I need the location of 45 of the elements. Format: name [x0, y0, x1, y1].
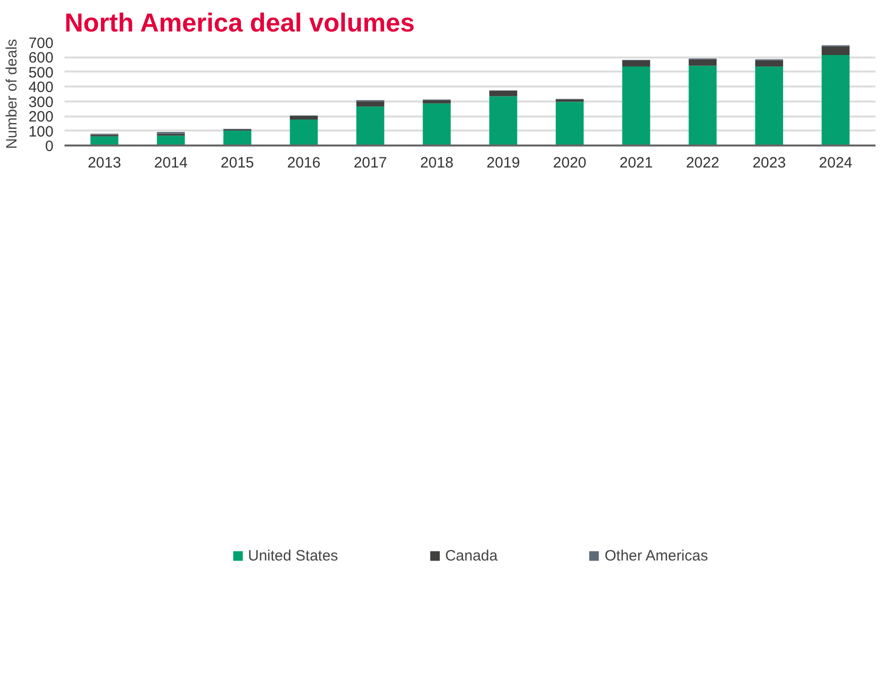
x-tick-label: 2015	[220, 154, 254, 172]
y-tick-label: 600	[28, 50, 54, 67]
x-tick-label: 2013	[88, 154, 122, 172]
y-tick-label: 500	[28, 64, 54, 82]
bar	[822, 46, 850, 56]
y-tick-label: 100	[28, 123, 54, 140]
y-tick-label: 0	[45, 138, 54, 155]
x-tick-label: 2014	[154, 154, 188, 172]
bar	[422, 103, 451, 146]
x-tick-label: 2018	[420, 154, 454, 172]
bar	[356, 101, 384, 107]
legend-label: Canada	[445, 547, 498, 564]
bar	[422, 100, 451, 104]
legend-label: Other Americas	[604, 547, 708, 564]
x-tick-label: 2020	[553, 154, 586, 172]
bar	[489, 96, 518, 146]
bar	[356, 106, 384, 146]
y-tick-label: 200	[28, 108, 54, 126]
bar	[688, 66, 717, 146]
x-tick-label: 2022	[686, 154, 720, 172]
bar	[489, 91, 518, 96]
bar	[688, 59, 717, 66]
bar	[223, 130, 252, 146]
bar	[290, 116, 318, 120]
bar	[290, 119, 318, 146]
bar	[556, 99, 584, 102]
y-tick-label: 700	[28, 35, 54, 52]
x-tick-label: 2017	[354, 154, 387, 172]
x-tick-label: 2016	[287, 154, 320, 172]
x-tick-label: 2024	[818, 154, 852, 172]
x-tick-label: 2019	[486, 154, 520, 172]
y-tick-label: 300	[28, 94, 54, 111]
x-tick-label: 2023	[752, 154, 786, 172]
y-tick-label: 400	[28, 79, 54, 96]
bar	[156, 136, 185, 146]
bar	[755, 60, 784, 67]
bar	[755, 66, 784, 146]
legend-label: United States	[248, 547, 338, 564]
bar	[622, 66, 650, 146]
y-axis-title: Number of deals	[3, 38, 20, 150]
bar	[622, 60, 650, 66]
chart-title: North America deal volumes	[64, 8, 415, 38]
bar	[556, 102, 584, 146]
x-tick-label: 2021	[620, 154, 653, 172]
bar	[822, 55, 850, 146]
